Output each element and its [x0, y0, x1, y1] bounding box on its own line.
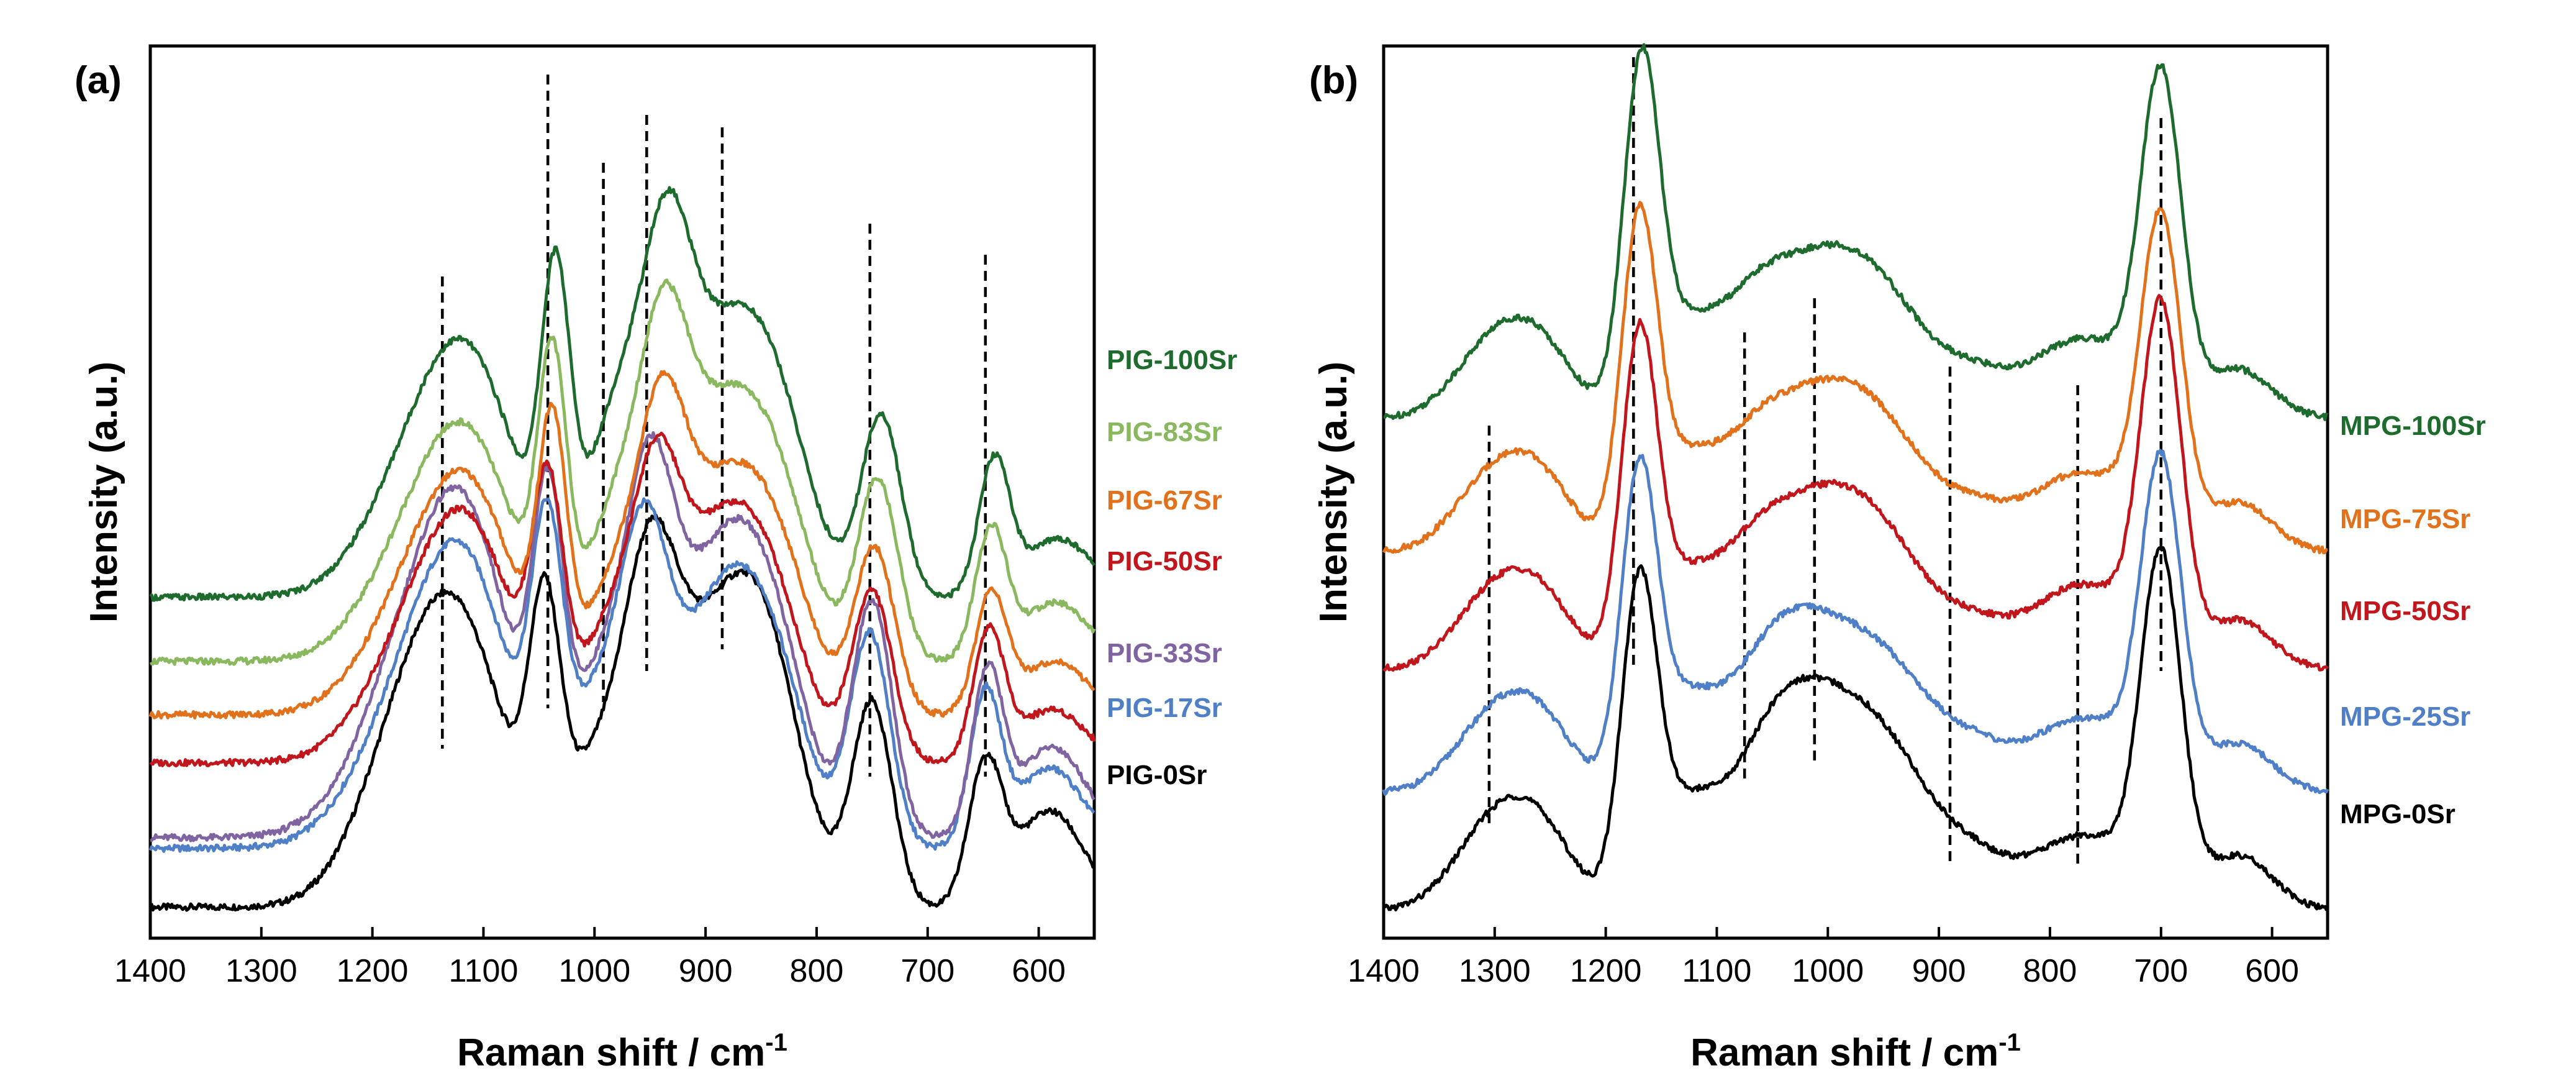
- spectrum-pig-17sr: [148, 497, 1095, 853]
- x-tick-label: 700: [2134, 953, 2188, 989]
- panel-b-spectra: [1382, 43, 2329, 911]
- spectrum-pig-50sr: [149, 431, 1096, 768]
- spectrum-pig-83sr: [149, 278, 1096, 666]
- series-label-pig-83sr: PIG-83Sr: [1107, 417, 1222, 447]
- panel-a-x-axis-title: Raman shift / cm-1: [457, 1029, 787, 1074]
- spectrum-mpg-100sr: [1383, 43, 2329, 421]
- x-tick-label: 1400: [114, 953, 186, 989]
- series-label-pig-0sr: PIG-0Sr: [1107, 760, 1207, 790]
- x-tick-label: 1100: [449, 953, 519, 989]
- panel-a-y-axis-title: Intensity (a.u.): [83, 362, 125, 623]
- panel-b-reference-lines: [1487, 57, 2163, 867]
- series-label-mpg-100sr: MPG-100Sr: [2340, 411, 2486, 441]
- x-tick-label: 800: [2023, 953, 2077, 989]
- series-label-mpg-75sr: MPG-75Sr: [2340, 504, 2470, 534]
- series-label-pig-17sr: PIG-17Sr: [1107, 693, 1222, 723]
- panel-b-series-labels: MPG-0Sr MPG-25Sr MPG-50Sr MPG-75Sr MPG-100Sr: [2340, 411, 2486, 829]
- x-tick-label: 1300: [225, 953, 297, 989]
- x-tick-label: 1000: [1792, 953, 1864, 989]
- spectrum-pig-67sr: [148, 370, 1095, 719]
- x-tick-label: 600: [2245, 953, 2299, 989]
- spectrum-pig-100sr: [149, 186, 1096, 602]
- panel-a-label: (a): [75, 59, 122, 102]
- series-label-pig-50sr: PIG-50Sr: [1107, 546, 1222, 577]
- x-tick-label: 1300: [1459, 953, 1531, 989]
- x-tick-label: 700: [900, 953, 955, 989]
- panel-b-x-axis: 1400 1300 1200 1100 1000 900 800 700 600: [1348, 927, 2299, 989]
- x-tick-label: 1100: [1682, 953, 1752, 989]
- x-tick-label: 1200: [337, 953, 409, 989]
- series-label-pig-67sr: PIG-67Sr: [1107, 485, 1222, 516]
- panel-b-x-axis-title: Raman shift / cm-1: [1690, 1029, 2021, 1074]
- panel-b-label: (b): [1309, 59, 1358, 102]
- panel-a-frame: [148, 44, 1096, 940]
- spectrum-pig-0sr: [148, 513, 1096, 912]
- spectrum-mpg-75sr: [1382, 201, 2328, 555]
- series-label-mpg-25sr: MPG-25Sr: [2340, 701, 2470, 732]
- x-tick-label: 900: [1912, 953, 1966, 989]
- x-tick-label: 900: [679, 953, 733, 989]
- panel-a-x-axis: 1400 1300 1200 1100 1000 900 800 700 600: [114, 927, 1066, 989]
- panel-b-frame: [1382, 44, 2329, 940]
- series-label-pig-100sr: PIG-100Sr: [1107, 345, 1237, 375]
- spectrum-pig-33sr: [150, 431, 1095, 842]
- x-tick-label: 800: [790, 953, 844, 989]
- spectrum-mpg-0sr: [1383, 546, 2328, 911]
- panel-a-chart: (a) PIG-0Sr PIG-17Sr PIG-33Sr PIG-50Sr PIG-6…: [75, 44, 1237, 1074]
- spectrum-mpg-25sr: [1382, 449, 2329, 797]
- spectrum-mpg-50sr: [1382, 294, 2329, 672]
- series-label-pig-33sr: PIG-33Sr: [1107, 638, 1222, 669]
- panel-a-reference-lines: [441, 75, 987, 777]
- x-tick-label: 600: [1012, 953, 1066, 989]
- panel-a-spectra: [148, 186, 1096, 912]
- panel-b-chart: (b) MPG-0Sr MPG-25Sr MPG-50Sr MPG-75Sr MPG-1…: [1309, 43, 2486, 1074]
- series-label-mpg-0sr: MPG-0Sr: [2340, 799, 2456, 829]
- panel-b-y-axis-title: Intensity (a.u.): [1312, 362, 1355, 623]
- x-tick-label: 1000: [558, 953, 630, 989]
- x-tick-label: 1400: [1348, 953, 1420, 989]
- x-tick-label: 1200: [1570, 953, 1642, 989]
- panel-a-series-labels: PIG-0Sr PIG-17Sr PIG-33Sr PIG-50Sr PIG-67Sr P…: [1107, 345, 1237, 790]
- series-label-mpg-50sr: MPG-50Sr: [2340, 596, 2470, 626]
